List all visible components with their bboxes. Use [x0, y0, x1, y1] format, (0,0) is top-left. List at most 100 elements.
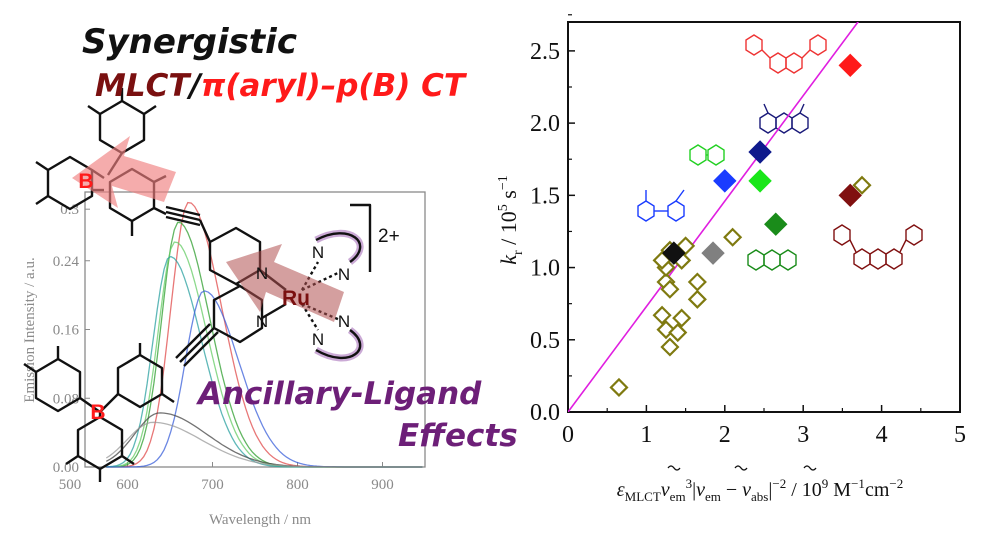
charge-transfer-arrows: [72, 136, 344, 322]
kr-y-label-s-exp: −1: [496, 175, 511, 190]
kr-x-tick-label: 5: [954, 422, 966, 448]
xl-mlct: MLCT: [625, 489, 661, 504]
aryl-to-boron-ct-arrow: [72, 136, 176, 208]
xl-bar2: |: [768, 479, 772, 501]
kr-y-axis-label: kr / 105 s−1: [496, 175, 526, 265]
lower-mesityl-boron-group: [23, 323, 219, 482]
xl-cube: 3: [686, 476, 693, 491]
xl-unit: / 10: [786, 479, 822, 501]
diphenyl-phenanthroline-icon: [833, 224, 923, 270]
xl-cm: cm: [865, 479, 890, 501]
kr-y-tick-label: 2.0: [530, 111, 560, 137]
ligand-icons: [637, 34, 923, 271]
charge-label: 2+: [378, 226, 400, 247]
emission-curve: [105, 412, 423, 468]
filled-diamond-point: [713, 169, 737, 193]
headline-slash: /: [189, 68, 201, 104]
nitrogen-label-1: N: [256, 264, 268, 283]
emission-x-tick-label: 900: [371, 477, 394, 493]
xl-abs: abs: [751, 489, 768, 504]
headline-mlct: MLCT: [95, 68, 190, 104]
kr-y-tick-label: 1.0: [530, 256, 560, 282]
emission-x-axis-label: Wavelength / nm: [209, 512, 311, 528]
kr-y-tick-label: 1.5: [530, 183, 560, 209]
xl-m2b: −2: [889, 476, 903, 491]
kr-x-tick-label: 4: [876, 422, 888, 448]
filled-diamond-point: [764, 212, 788, 236]
filled-diamond-point: [838, 53, 862, 78]
kr-y-label-unit: / 10: [496, 211, 521, 250]
kr-y-label-r: r: [511, 250, 526, 255]
open-diamond-point: [660, 279, 680, 299]
kr-y-label-k: k: [496, 254, 521, 265]
emission-x-tick-label: 500: [59, 477, 82, 493]
kr-y-tick-label: 0.5: [530, 328, 560, 354]
emission-curve: [105, 421, 423, 468]
kr-y-label-exp: 5: [496, 204, 511, 211]
filled-diamond-point: [838, 183, 862, 208]
headline-synergistic: Synergistic: [82, 22, 297, 62]
kr-x-axis-label: εMLCTνem3|νem − νabs|−2 / 109 M−1cm−2: [617, 476, 903, 504]
open-diamond-point: [687, 272, 707, 292]
kr-x-tick-label: 0: [562, 422, 574, 448]
kr-scatter-chart: 0 1 2 3 4 5 0.0 0.5 1.0 1.5 2.0 2.5: [496, 14, 966, 504]
kr-y-tick-label: 2.5: [530, 39, 560, 65]
boron-label-upper: B: [78, 170, 93, 193]
xl-nu3: ν: [742, 479, 751, 501]
phenanthroline-icon: [747, 249, 797, 271]
open-diamond-point: [687, 289, 707, 309]
xl-eps: ε: [617, 479, 625, 501]
ruthenium-label: Ru: [282, 287, 310, 310]
linear-fit-line: [568, 22, 859, 412]
mlct-arrow: [226, 244, 344, 322]
kr-axis-ticks: 0 1 2 3 4 5 0.0 0.5 1.0 1.5 2.0 2.5: [530, 14, 966, 448]
kr-plot-frame: [567, 21, 961, 413]
xl-em2: em: [705, 489, 721, 504]
emission-curves: [105, 201, 423, 468]
headline-ct-types: MLCT/π(aryl)–p(B) CT: [95, 68, 465, 104]
open-diamond-point: [672, 308, 692, 328]
nitrogen-label-5: N: [338, 312, 350, 331]
emission-y-tick-label: 0.00: [53, 460, 79, 476]
open-diamond-point: [723, 227, 743, 247]
kr-x-tick-label: 1: [640, 422, 652, 448]
dimethyl-bipyridine-icon: [637, 189, 685, 222]
xl-minus: −: [721, 479, 742, 501]
open-diamond-point: [609, 377, 629, 398]
x-label-tilde-marks: [667, 465, 817, 471]
emission-x-tick-label: 700: [201, 477, 224, 493]
nitrogen-label-3: N: [312, 243, 324, 262]
xl-M: M: [828, 479, 851, 501]
emission-y-tick-label: 0.08: [53, 391, 79, 407]
emission-x-tick-label: 600: [116, 477, 139, 493]
xl-em1: em: [670, 489, 686, 504]
xl-bar1: |: [692, 479, 696, 501]
headline-aryl-boron-ct: π(aryl)–p(B) CT: [200, 68, 466, 104]
kr-x-tick-label: 2: [719, 422, 731, 448]
headline-ancillary-ligand: Ancillary-Ligand: [198, 376, 482, 412]
filled-diamond-point: [662, 241, 686, 265]
kr-data-points: [609, 53, 872, 398]
emission-x-tick-label: 800: [286, 477, 309, 493]
boron-label-lower: B: [90, 401, 105, 424]
bipyridine-icon: [689, 144, 725, 166]
nitrogen-label-4: N: [338, 265, 350, 284]
filled-diamond-point: [748, 140, 772, 164]
kr-x-tick-label: 3: [797, 422, 809, 448]
emission-y-tick-label: 0.24: [53, 254, 80, 270]
dimethyl-phenanthroline-icon: [759, 103, 809, 134]
emission-y-tick-label: 0.16: [53, 323, 80, 339]
xl-nu1: ν: [661, 479, 670, 501]
headline-effects: Effects: [398, 418, 518, 454]
filled-diamond-point: [748, 169, 772, 193]
xl-m2: −2: [772, 476, 786, 491]
open-diamond-point: [852, 175, 872, 195]
open-diamond-point: [652, 305, 672, 325]
diphenyl-bipyridine-icon: [745, 34, 827, 74]
open-diamond-point: [660, 337, 680, 357]
xl-m1: −1: [851, 476, 865, 491]
open-diamond-point: [668, 322, 688, 343]
